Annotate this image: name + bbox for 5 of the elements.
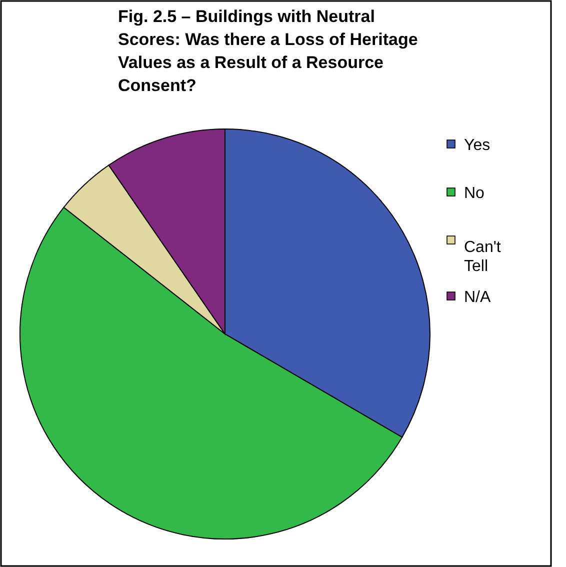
legend-label: No (464, 185, 485, 202)
legend-label: N/A (464, 289, 491, 306)
legend-label: Can't Tell (464, 239, 502, 275)
chart-title: Fig. 2.5 – Buildings with Neutral Scores: Was there a Loss of Heritage Values as a Result of a Resource Consent? (118, 7, 418, 95)
legend-label: Yes (464, 137, 490, 154)
